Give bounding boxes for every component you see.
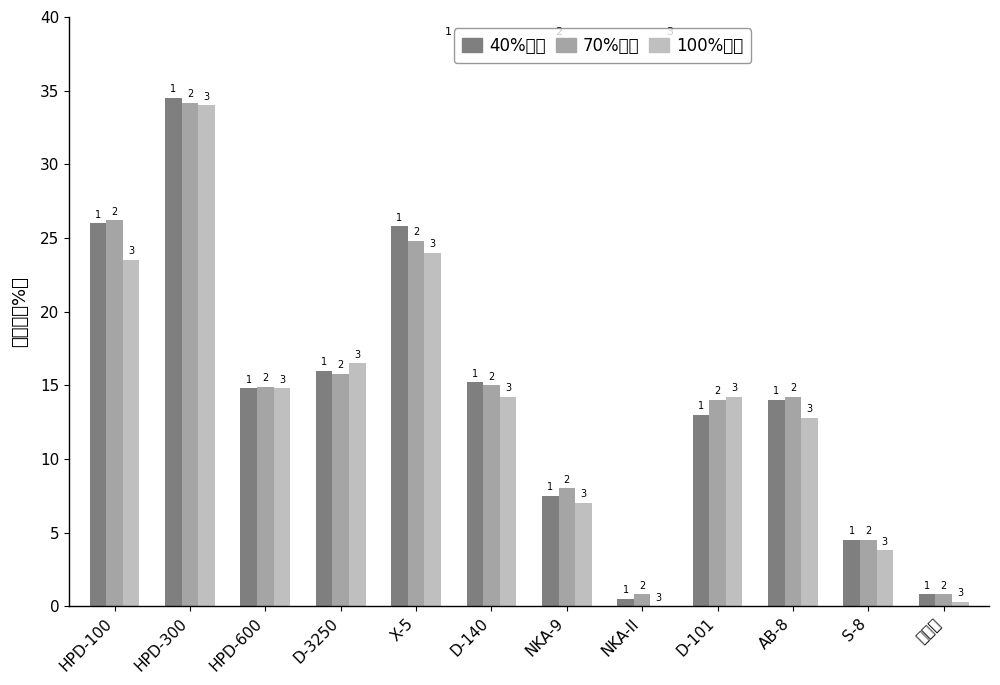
Text: 1: 1: [623, 585, 629, 595]
Text: 3: 3: [505, 384, 511, 393]
Text: 1: 1: [321, 357, 327, 367]
Bar: [860, 540, 877, 606]
Text: 3: 3: [203, 92, 210, 102]
Text: 1: 1: [445, 27, 452, 38]
Text: 3: 3: [430, 239, 436, 249]
Text: 2: 2: [413, 227, 419, 237]
Text: 3: 3: [882, 536, 888, 547]
Bar: [500, 397, 516, 606]
Bar: [106, 221, 123, 606]
Text: 2: 2: [865, 526, 871, 536]
Bar: [240, 388, 257, 606]
Y-axis label: 解吸率（%）: 解吸率（%）: [11, 276, 29, 347]
Bar: [559, 488, 575, 606]
Text: 3: 3: [731, 384, 737, 393]
Bar: [935, 595, 952, 606]
Text: 1: 1: [396, 212, 403, 223]
Bar: [316, 371, 332, 606]
Bar: [198, 105, 215, 606]
Text: 2: 2: [262, 373, 268, 383]
Text: 1: 1: [170, 84, 176, 95]
Text: 3: 3: [806, 404, 813, 414]
Bar: [952, 601, 969, 606]
Text: 2: 2: [714, 386, 721, 397]
Bar: [634, 595, 650, 606]
Text: 1: 1: [924, 581, 930, 590]
Text: 2: 2: [790, 384, 796, 393]
Text: 3: 3: [128, 247, 134, 256]
Text: 1: 1: [246, 375, 252, 384]
Bar: [424, 253, 441, 606]
Bar: [709, 400, 726, 606]
Text: 1: 1: [698, 401, 704, 411]
Bar: [408, 241, 424, 606]
Bar: [575, 503, 592, 606]
Bar: [726, 397, 742, 606]
Text: 1: 1: [773, 386, 779, 397]
Text: 1: 1: [95, 210, 101, 220]
Text: 2: 2: [639, 581, 645, 590]
Bar: [542, 496, 559, 606]
Bar: [768, 400, 785, 606]
Bar: [123, 260, 139, 606]
Bar: [467, 382, 483, 606]
Bar: [349, 363, 366, 606]
Bar: [801, 418, 818, 606]
Bar: [483, 385, 500, 606]
Text: 2: 2: [111, 207, 118, 216]
Bar: [274, 388, 290, 606]
Bar: [257, 387, 274, 606]
Legend: 40%乙醇, 70%乙醇, 100%乙醇: 40%乙醇, 70%乙醇, 100%乙醇: [454, 28, 751, 63]
Bar: [165, 98, 182, 606]
Text: 2: 2: [555, 27, 562, 38]
Text: 1: 1: [547, 482, 553, 492]
Bar: [919, 595, 935, 606]
Text: 3: 3: [354, 349, 360, 360]
Text: 2: 2: [564, 475, 570, 485]
Text: 3: 3: [279, 375, 285, 384]
Text: 2: 2: [941, 581, 947, 590]
Text: 2: 2: [187, 89, 193, 99]
Bar: [877, 550, 893, 606]
Bar: [332, 373, 349, 606]
Bar: [182, 103, 198, 606]
Text: 1: 1: [849, 526, 855, 536]
Text: 3: 3: [656, 593, 662, 603]
Text: 1: 1: [472, 369, 478, 379]
Text: 3: 3: [957, 588, 963, 598]
Bar: [693, 414, 709, 606]
Bar: [391, 226, 408, 606]
Bar: [90, 223, 106, 606]
Text: 2: 2: [488, 371, 495, 382]
Text: 2: 2: [338, 360, 344, 370]
Bar: [617, 599, 634, 606]
Text: 3: 3: [666, 27, 673, 38]
Bar: [785, 397, 801, 606]
Bar: [843, 540, 860, 606]
Text: 3: 3: [580, 489, 586, 499]
